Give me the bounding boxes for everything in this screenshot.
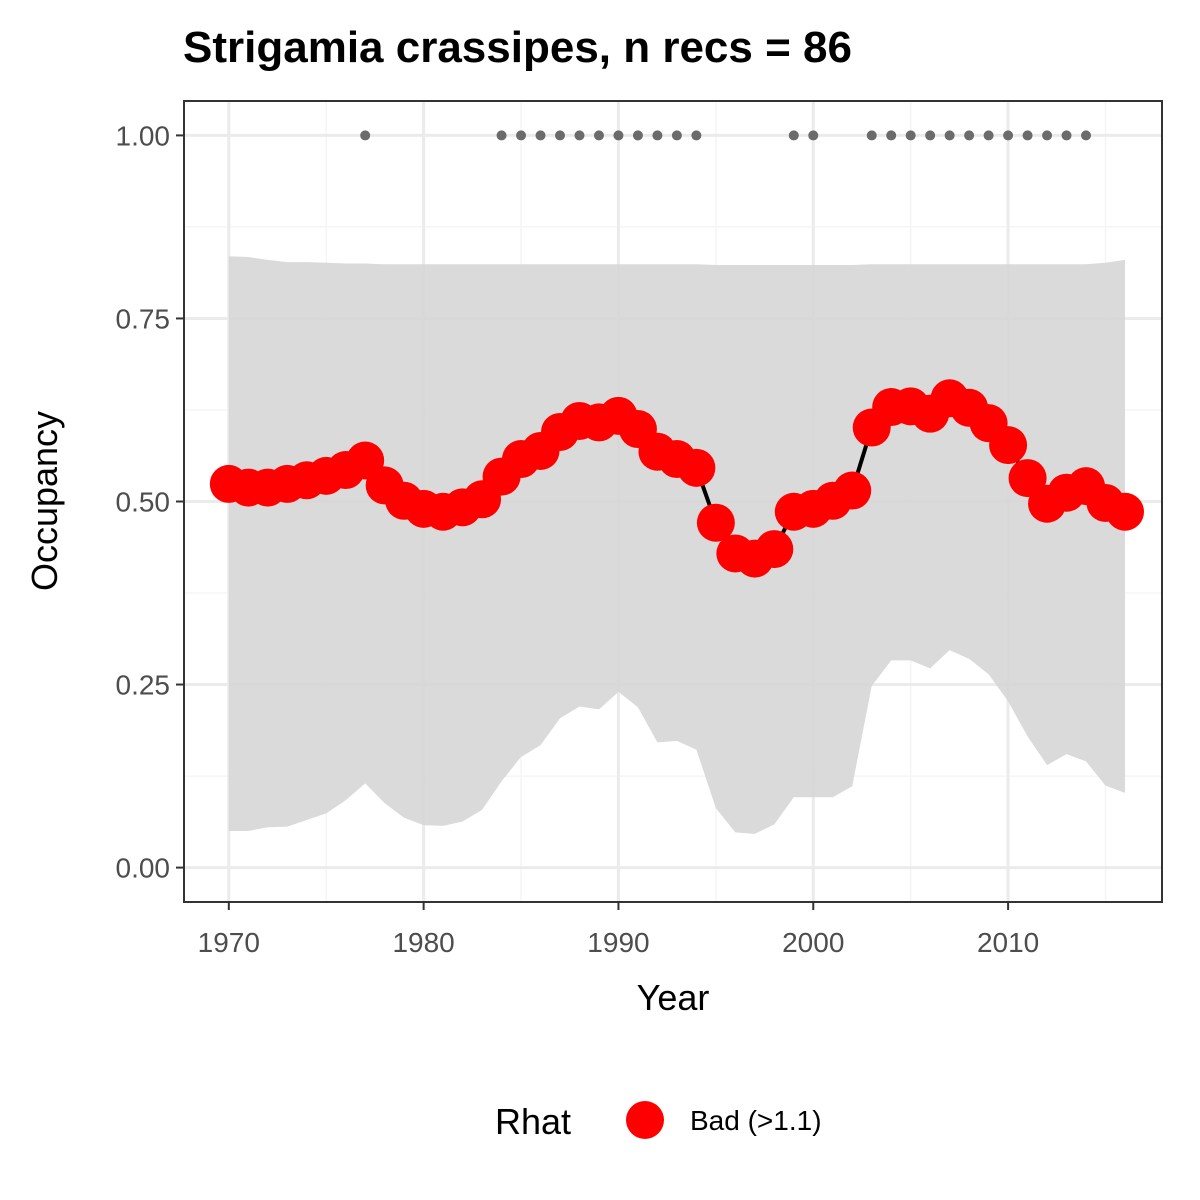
record-marker [1003,130,1014,141]
y-axis: 0.00 0.25 0.50 0.75 1.00 [116,120,184,884]
occupancy-point [755,530,794,569]
record-marker [516,130,527,141]
record-marker [613,130,624,141]
record-marker [808,130,819,141]
occupancy-point [833,471,872,510]
record-marker [983,130,994,141]
record-marker [925,130,936,141]
x-tick-label: 2010 [977,927,1039,958]
record-marker [964,130,975,141]
record-marker [1042,130,1053,141]
record-marker [1022,130,1033,141]
legend-title: Rhat [495,1101,571,1142]
record-marker [1081,130,1092,141]
x-axis: 1970 1980 1990 2000 2010 [198,902,1039,958]
record-marker [652,130,663,141]
x-tick-label: 1980 [392,927,454,958]
occupancy-points [209,379,1144,578]
occupancy-point [696,503,735,542]
x-tick-label: 1990 [587,927,649,958]
y-tick-label: 0.75 [116,303,171,334]
legend-key-bad [626,1101,664,1139]
record-marker [555,130,566,141]
chart-title: Strigamia crassipes, n recs = 86 [183,23,852,72]
record-marker [574,130,585,141]
x-axis-title: Year [637,977,710,1018]
x-tick-label: 1970 [198,927,260,958]
record-marker [360,130,371,141]
record-marker [886,130,897,141]
legend: Rhat Bad (>1.1) [495,1101,822,1142]
record-marker [671,130,682,141]
occupancy-point [677,448,716,487]
record-marker [535,130,546,141]
y-tick-label: 0.25 [116,670,171,701]
record-marker [788,130,799,141]
record-marker [1061,130,1072,141]
record-years-markers [360,130,1092,141]
y-tick-label: 0.50 [116,487,171,518]
record-marker [866,130,877,141]
record-marker [632,130,643,141]
record-marker [944,130,955,141]
x-tick-label: 2000 [782,927,844,958]
ci-ribbon [228,256,1126,834]
record-marker [496,130,507,141]
occupancy-point [989,426,1028,465]
occupancy-point [1105,492,1144,531]
record-marker [905,130,916,141]
y-tick-label: 0.00 [116,853,171,884]
record-marker [593,130,604,141]
y-axis-title: Occupancy [24,411,65,591]
record-marker [691,130,702,141]
legend-label-bad: Bad (>1.1) [690,1105,822,1136]
y-tick-label: 1.00 [116,120,171,151]
credible-interval-ribbon [228,256,1126,834]
